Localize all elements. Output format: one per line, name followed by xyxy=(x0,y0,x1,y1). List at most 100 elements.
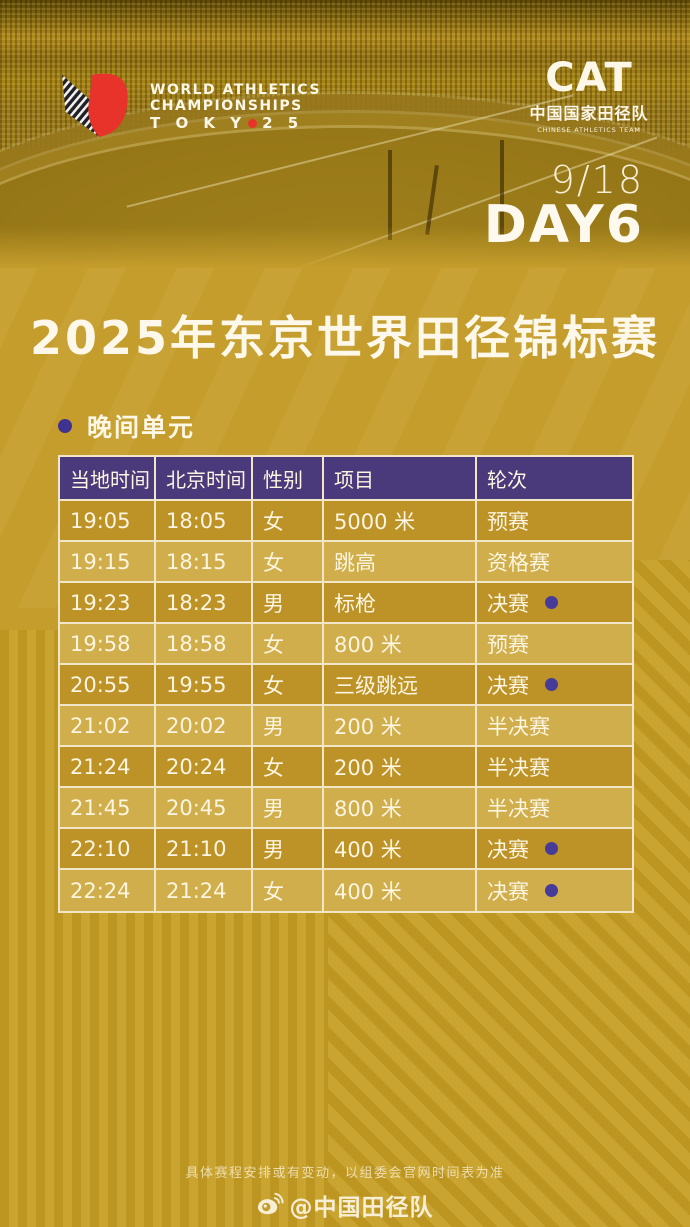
event-cell: 标枪 xyxy=(324,583,477,622)
round-cell: 预赛 xyxy=(477,501,632,540)
round-cell: 决赛 xyxy=(477,583,632,622)
beijing-time-cell: 20:24 xyxy=(156,747,253,786)
table-row: 19:05 18:05 女 5000 米预赛 xyxy=(60,501,632,542)
stadium-photo: WORLD ATHLETICS CHAMPIONSHIPS T O K Y 2 … xyxy=(0,0,690,268)
final-marker-dot-icon xyxy=(545,842,558,855)
tokyo-red-dot-icon xyxy=(248,118,258,128)
cat-acronym: CAT xyxy=(545,55,633,101)
gender-cell: 男 xyxy=(253,706,324,745)
event-cell: 200 米 xyxy=(324,706,477,745)
column-header: 当地时间 xyxy=(60,457,156,499)
event-cell: 跳高 xyxy=(324,542,477,581)
wa-logo-text: WORLD ATHLETICS CHAMPIONSHIPS T O K Y 2 … xyxy=(150,82,321,132)
beijing-time-cell: 18:15 xyxy=(156,542,253,581)
stadium-post xyxy=(388,150,392,240)
photo-fade xyxy=(0,226,690,268)
gender-cell: 男 xyxy=(253,583,324,622)
round-label: 半决赛 xyxy=(487,755,550,780)
beijing-time-cell: 21:10 xyxy=(156,829,253,868)
beijing-time-cell: 20:02 xyxy=(156,706,253,745)
beijing-time-cell: 18:58 xyxy=(156,624,253,663)
beijing-time-cell: 18:05 xyxy=(156,501,253,540)
gender-cell: 女 xyxy=(253,624,324,663)
local-time-cell: 21:45 xyxy=(60,788,156,827)
beijing-time-cell: 20:45 xyxy=(156,788,253,827)
round-cell: 半决赛 xyxy=(477,747,632,786)
round-cell: 资格赛 xyxy=(477,542,632,581)
event-cell: 200 米 xyxy=(324,747,477,786)
final-marker-dot-icon xyxy=(545,596,558,609)
table-row: 21:02 20:02 男 200 米半决赛 xyxy=(60,706,632,747)
weibo-logo-icon xyxy=(257,1191,284,1219)
beijing-time-cell: 21:24 xyxy=(156,870,253,911)
weibo-handle: @中国田径队 xyxy=(289,1195,434,1221)
round-cell: 预赛 xyxy=(477,624,632,663)
table-header-row: 当地时间 北京时间 性别 项目 轮次 xyxy=(60,457,632,501)
date-block: 9/18 DAY6 xyxy=(484,160,644,252)
event-cell: 400 米 xyxy=(324,870,477,911)
wa-line3: T O K Y 2 5 xyxy=(150,114,304,132)
local-time-cell: 19:23 xyxy=(60,583,156,622)
table-row: 22:24 21:24 女 400 米决赛 xyxy=(60,870,632,911)
gender-cell: 女 xyxy=(253,870,324,911)
cat-team-logo: CAT 中国国家田径队 CHINESE ATHLETICS TEAM xyxy=(524,58,654,134)
stadium-post xyxy=(500,140,504,235)
day-number: DAY6 xyxy=(483,195,644,255)
weibo-attribution: @中国田径队 xyxy=(0,1188,690,1222)
round-label: 半决赛 xyxy=(487,796,550,821)
local-time-cell: 22:24 xyxy=(60,870,156,911)
table-body: 19:05 18:05 女 5000 米预赛 19:15 18:15 女跳高 资格赛 19:23… xyxy=(60,501,632,911)
round-cell: 半决赛 xyxy=(477,706,632,745)
column-header: 性别 xyxy=(253,457,324,499)
page-title: 2025年东京世界田径锦标赛 xyxy=(29,311,661,365)
event-cell: 800 米 xyxy=(324,624,477,663)
gender-cell: 女 xyxy=(253,542,324,581)
schedule-table: 当地时间 北京时间 性别 项目 轮次 19:05 18:05 女 5000 米预赛 19:15 1… xyxy=(58,455,634,913)
round-label: 资格赛 xyxy=(487,550,550,575)
local-time-cell: 21:02 xyxy=(60,706,156,745)
beijing-time-cell: 18:23 xyxy=(156,583,253,622)
gender-cell: 男 xyxy=(253,788,324,827)
local-time-cell: 20:55 xyxy=(60,665,156,704)
gender-cell: 女 xyxy=(253,747,324,786)
round-label: 预赛 xyxy=(487,632,529,657)
wa-line2: CHAMPIONSHIPS xyxy=(150,98,303,114)
wa-line1: WORLD ATHLETICS xyxy=(150,82,321,98)
round-label: 决赛 xyxy=(487,879,529,904)
column-header: 北京时间 xyxy=(156,457,253,499)
final-marker-dot-icon xyxy=(545,678,558,691)
event-cell: 5000 米 xyxy=(324,501,477,540)
round-cell: 决赛 xyxy=(477,829,632,868)
round-label: 预赛 xyxy=(487,509,529,534)
round-label: 决赛 xyxy=(487,591,529,616)
final-marker-dot-icon xyxy=(545,884,558,897)
local-time-cell: 19:58 xyxy=(60,624,156,663)
round-label: 决赛 xyxy=(487,837,529,862)
table-row: 19:23 18:23 男标枪 决赛 xyxy=(60,583,632,624)
session-label-row: 晚间单元 xyxy=(58,408,195,444)
local-time-cell: 19:05 xyxy=(60,501,156,540)
round-label: 半决赛 xyxy=(487,714,550,739)
column-header: 轮次 xyxy=(487,467,527,492)
session-bullet-icon xyxy=(58,419,72,433)
table-row: 21:24 20:24 女 200 米半决赛 xyxy=(60,747,632,788)
local-time-cell: 19:15 xyxy=(60,542,156,581)
cat-name-en: CHINESE ATHLETICS TEAM xyxy=(537,126,641,134)
wa-fan-icon xyxy=(52,60,136,154)
local-time-cell: 22:10 xyxy=(60,829,156,868)
table-row: 22:10 21:10 男 400 米决赛 xyxy=(60,829,632,870)
session-label: 晚间单元 xyxy=(87,413,196,442)
round-label: 决赛 xyxy=(487,673,529,698)
event-cell: 400 米 xyxy=(324,829,477,868)
round-cell: 决赛 xyxy=(477,870,632,911)
beijing-time-cell: 19:55 xyxy=(156,665,253,704)
world-athletics-logo: WORLD ATHLETICS CHAMPIONSHIPS T O K Y 2 … xyxy=(52,60,321,154)
column-header: 项目 xyxy=(324,457,477,499)
event-cell: 800 米 xyxy=(324,788,477,827)
round-cell: 决赛 xyxy=(477,665,632,704)
event-cell: 三级跳远 xyxy=(324,665,477,704)
gender-cell: 女 xyxy=(253,665,324,704)
table-row: 19:58 18:58 女 800 米预赛 xyxy=(60,624,632,665)
round-cell: 半决赛 xyxy=(477,788,632,827)
